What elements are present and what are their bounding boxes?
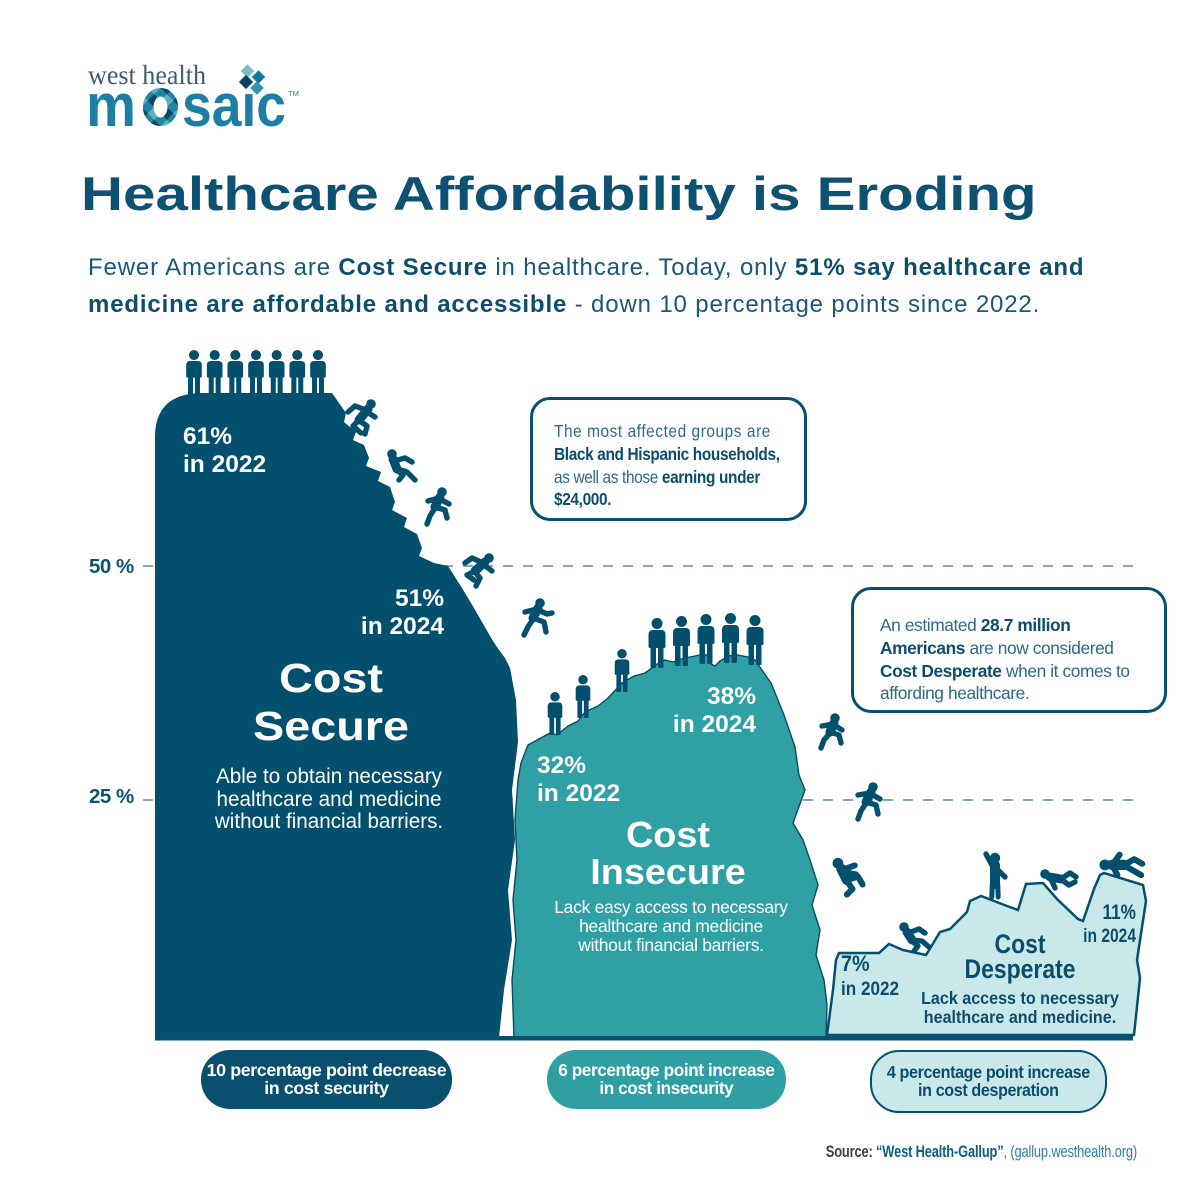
svg-text:saıc: saıc — [182, 72, 286, 139]
svg-text:TM: TM — [288, 89, 299, 98]
svg-text:west health: west health — [88, 60, 206, 90]
svg-text:m: m — [86, 72, 136, 139]
